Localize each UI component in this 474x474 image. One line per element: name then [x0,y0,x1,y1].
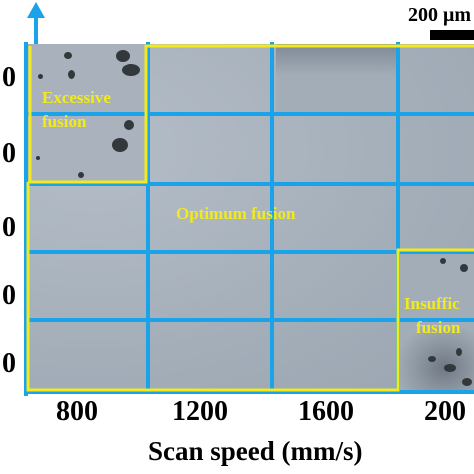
x-axis-title: Scan speed (mm/s) [148,436,363,466]
y-tick-label: 0 [2,138,16,169]
grid-line [146,42,150,392]
excessive-fusion-label-line2: fusion [42,111,87,131]
y-tick-label: 0 [2,280,16,311]
x-tick-label: 200 [424,396,466,427]
optimum-fusion-label: Optimum fusion [176,204,296,223]
grid-line [24,42,28,396]
excessive-fusion-label: Excessive fusion [42,88,111,131]
grid-line [396,42,400,392]
grid-line [26,182,474,186]
y-tick-label: 0 [2,212,16,243]
insufficient-fusion-label: Insuffic fusion [404,294,460,337]
grid-line [26,250,474,254]
micrograph-cell [28,44,146,114]
excessive-fusion-label-line1: Excessive [42,88,111,107]
micrograph-cell [276,44,398,114]
grid-line [26,112,474,116]
y-tick-label: 0 [2,348,16,379]
scale-bar [430,30,474,40]
grid-line [24,390,474,394]
micrograph-cell [28,116,146,182]
grid-line [270,42,274,392]
y-axis-arrow [24,0,48,48]
x-tick-label: 800 [56,396,98,427]
scale-bar-label: 200 μm [408,4,471,26]
grid-line [26,318,474,322]
insufficient-fusion-label-line2: fusion [416,317,461,337]
x-tick-label: 1600 [298,396,354,427]
micrograph-cell [400,252,474,394]
x-tick-label: 1200 [172,396,228,427]
insufficient-fusion-label-line1: Insuffic [404,294,460,313]
y-tick-label: 0 [2,62,16,93]
